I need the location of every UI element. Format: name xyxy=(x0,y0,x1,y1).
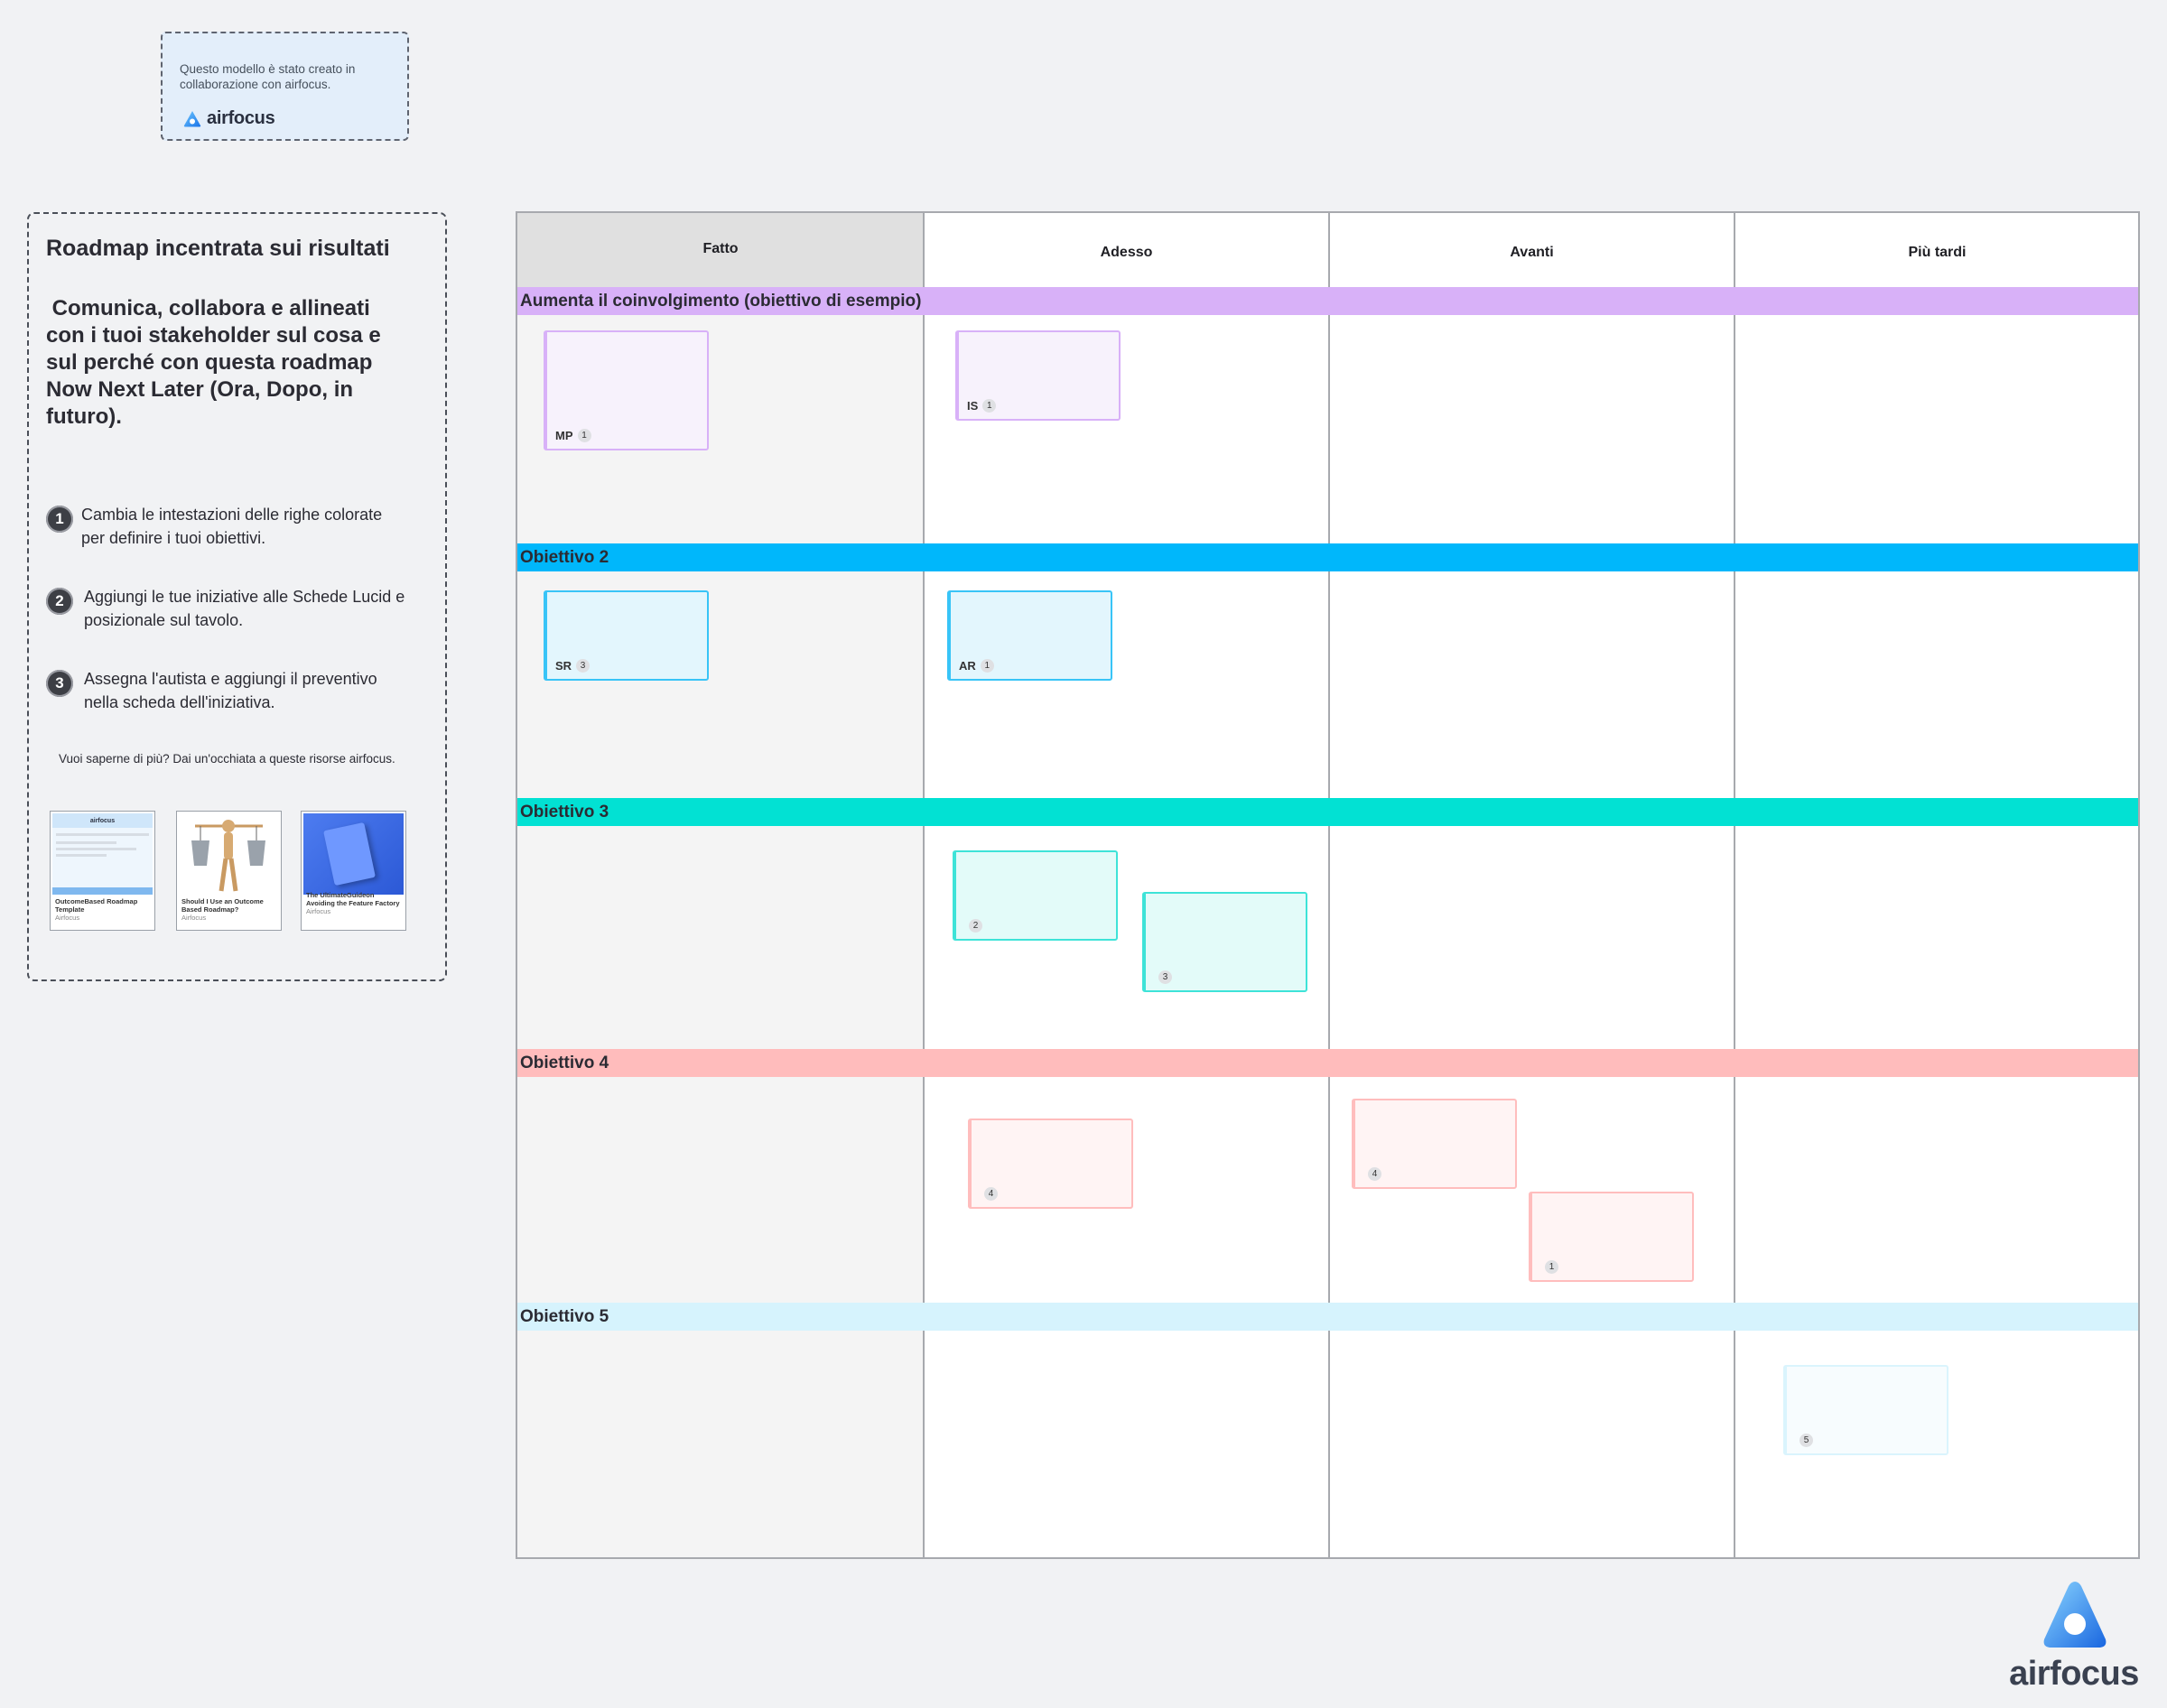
step-2: 2 Aggiungi le tue iniziative alle Schede… xyxy=(46,585,409,632)
column-header-now[interactable]: Adesso xyxy=(1100,245,1153,260)
step-number-1: 1 xyxy=(46,506,73,533)
column-header-later[interactable]: Più tardi xyxy=(1908,245,1967,260)
credit-text: Questo modello è stato creato in collabo… xyxy=(180,62,356,91)
resource-card-3[interactable]: The UltimateGuideon Avoiding the Feature… xyxy=(301,811,406,931)
initiative-card[interactable]: MP 1 xyxy=(544,330,709,450)
info-panel: Roadmap incentrata sui risultati Comunic… xyxy=(27,212,447,981)
resource-source-2: Airfocus xyxy=(181,914,207,922)
column-divider xyxy=(923,213,925,1557)
column-divider xyxy=(1328,213,1330,1557)
resource-card-2[interactable]: Should I Use an Outcome Based Roadmap? A… xyxy=(176,811,282,931)
card-count: 3 xyxy=(1158,970,1172,984)
initiative-card[interactable]: AR 1 xyxy=(947,590,1112,681)
column-header-next[interactable]: Avanti xyxy=(1510,245,1554,260)
card-count: 1 xyxy=(1545,1260,1558,1274)
row-header-objective-5[interactable]: Obiettivo 5 xyxy=(517,1303,2138,1331)
card-count: 4 xyxy=(984,1187,998,1201)
resource-source-1: Airfocus xyxy=(55,914,80,922)
card-code: AR xyxy=(959,659,976,673)
resource-title-3: The UltimateGuideon Avoiding the Feature… xyxy=(306,891,400,907)
brand-wordmark: airfocus xyxy=(2009,1655,2139,1693)
resource-source-3: Airfocus xyxy=(306,907,331,915)
step-3: 3 Assegna l'autista e aggiungi il preven… xyxy=(46,667,409,714)
resource-caption-1: OutcomeBased Roadmap Template Airfocus xyxy=(55,897,150,922)
card-count: 4 xyxy=(1368,1167,1381,1181)
credit-note: Questo modello è stato creato in collabo… xyxy=(161,32,409,141)
airfocus-brand: airfocus xyxy=(2006,1580,2142,1693)
resource-caption-2: Should I Use an Outcome Based Roadmap? A… xyxy=(181,897,276,922)
resource-title-1: OutcomeBased Roadmap Template xyxy=(55,897,138,914)
card-count: 1 xyxy=(577,429,591,442)
roadmap-board: Fatto Adesso Avanti Più tardi Aumenta il… xyxy=(516,211,2140,1559)
resource-title-2: Should I Use an Outcome Based Roadmap? xyxy=(181,897,264,914)
resource-thumbnail-3 xyxy=(303,813,404,895)
resource-thumb-brand: airfocus xyxy=(52,813,153,828)
card-count: 5 xyxy=(1800,1434,1813,1447)
initiative-card[interactable]: 5 xyxy=(1783,1365,1948,1455)
card-code: SR xyxy=(555,659,572,673)
initiative-card[interactable]: IS 1 xyxy=(955,330,1121,421)
initiative-card[interactable]: SR 3 xyxy=(544,590,709,681)
step-number-2: 2 xyxy=(46,588,73,615)
step-text-1: Cambia le intestazioni delle righe color… xyxy=(81,506,383,547)
more-resources-text: Vuoi saperne di più? Dai un'occhiata a q… xyxy=(59,752,395,766)
initiative-card[interactable]: 1 xyxy=(1529,1192,1694,1282)
resource-caption-3: The UltimateGuideon Avoiding the Feature… xyxy=(306,891,401,915)
column-done-header-bg xyxy=(517,213,924,287)
airfocus-logo-icon xyxy=(2043,1582,2107,1648)
step-1: 1 Cambia le intestazioni delle righe col… xyxy=(46,503,406,550)
resource-thumbnail-2 xyxy=(179,813,279,895)
row-header-objective-1[interactable]: Aumenta il coinvolgimento (obiettivo di … xyxy=(517,287,2138,315)
credit-logo: airfocus xyxy=(183,108,275,129)
initiative-card[interactable]: 4 xyxy=(968,1119,1133,1209)
card-code: IS xyxy=(967,399,979,413)
column-header-done[interactable]: Fatto xyxy=(702,241,739,256)
row-header-objective-2[interactable]: Obiettivo 2 xyxy=(517,543,2138,571)
row-header-objective-4[interactable]: Obiettivo 4 xyxy=(517,1049,2138,1077)
card-count: 1 xyxy=(982,399,997,413)
resource-card-1[interactable]: airfocus OutcomeBased Roadmap Template A… xyxy=(50,811,155,931)
airfocus-logo-icon xyxy=(183,110,201,126)
credit-logo-text: airfocus xyxy=(207,108,275,128)
step-text-2: Aggiungi le tue iniziative alle Schede L… xyxy=(84,588,405,629)
card-count: 2 xyxy=(969,919,982,933)
card-code: MP xyxy=(555,429,573,442)
card-count: 1 xyxy=(980,659,994,673)
row-header-objective-3[interactable]: Obiettivo 3 xyxy=(517,798,2138,826)
initiative-card[interactable]: 2 xyxy=(953,850,1118,941)
resource-thumbnail-1: airfocus xyxy=(52,813,153,895)
initiative-card[interactable]: 3 xyxy=(1142,892,1307,992)
initiative-card[interactable]: 4 xyxy=(1352,1099,1517,1189)
wooden-figure-buckets-image xyxy=(191,820,265,892)
column-divider xyxy=(1734,213,1735,1557)
card-count: 3 xyxy=(576,659,591,673)
info-title: Roadmap incentrata sui risultati xyxy=(46,236,390,261)
info-description: Comunica, collabora e allineati con i tu… xyxy=(46,296,387,429)
step-number-3: 3 xyxy=(46,670,73,697)
step-text-3: Assegna l'autista e aggiungi il preventi… xyxy=(84,670,377,711)
